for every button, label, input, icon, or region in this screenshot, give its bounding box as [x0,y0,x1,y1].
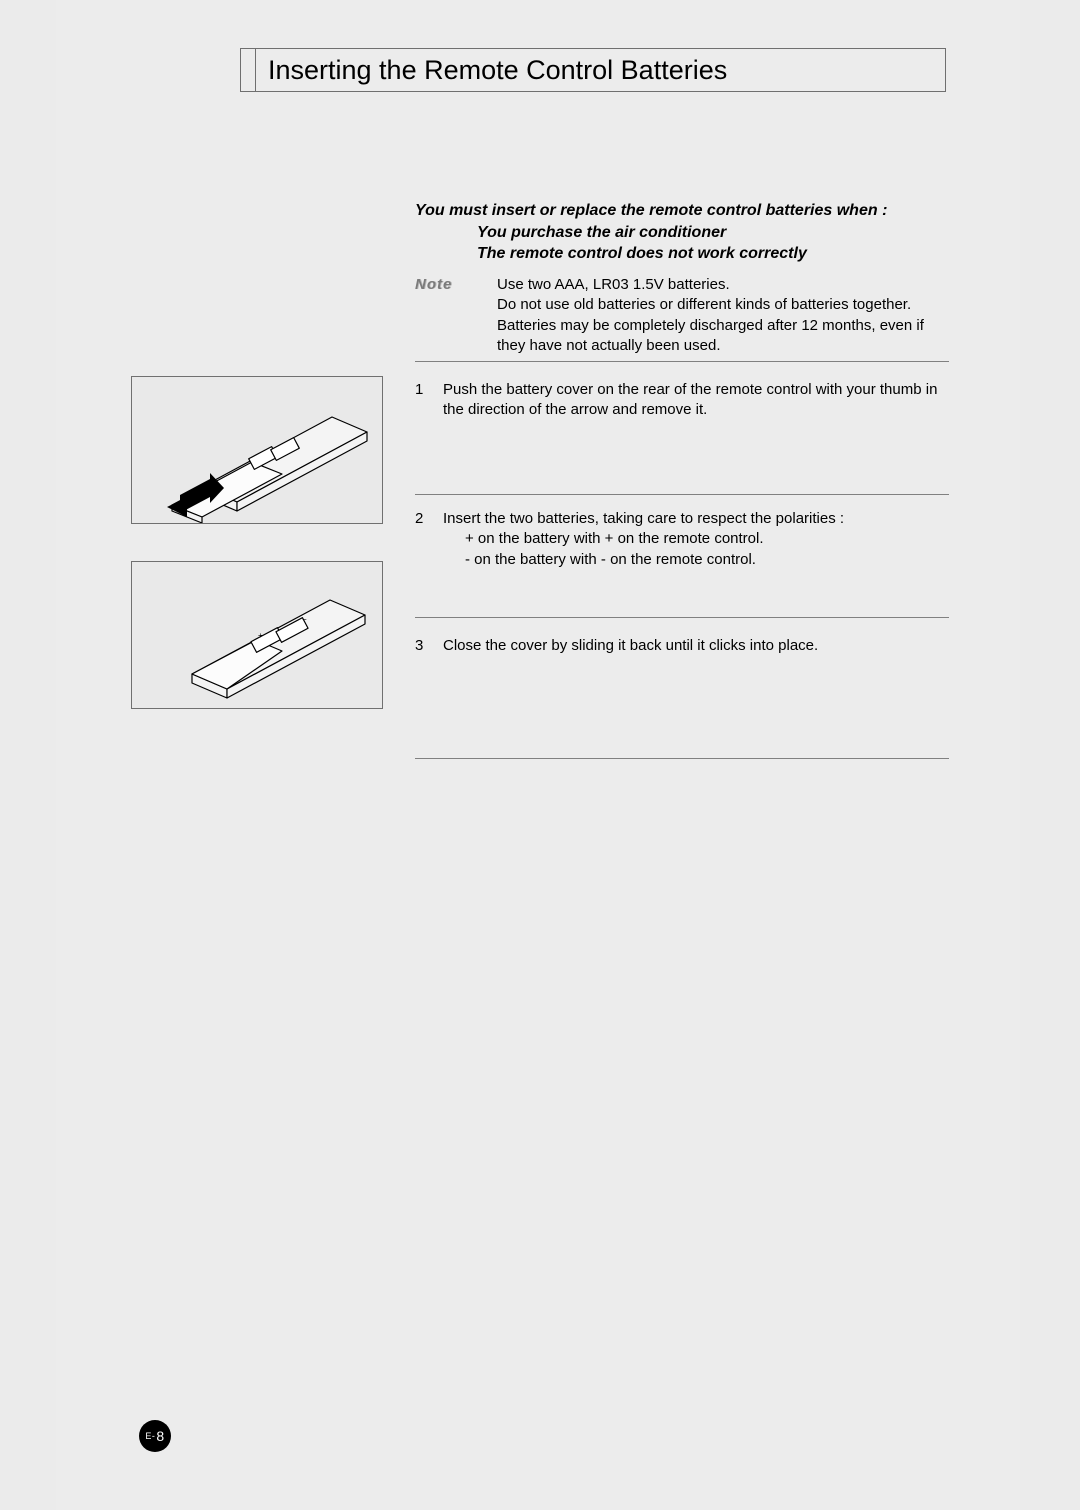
title-tab [241,49,256,91]
section-title: Inserting the Remote Control Batteries [256,55,727,86]
step2-sub1: + on the battery with + on the remote co… [443,529,949,549]
divider [415,361,949,362]
note-body: Use two AAA, LR03 1.5V batteries. Do not… [497,275,949,356]
page-number: 8 [156,1428,164,1444]
step2-main: Insert the two batteries, taking care to… [443,510,844,527]
divider [415,494,949,495]
divider [415,617,949,618]
step-text: Push the battery cover on the rear of th… [443,380,949,421]
svg-text:−: − [302,615,307,624]
step-2: 2 Insert the two batteries, taking care … [415,509,949,570]
svg-text:+: + [258,631,263,640]
step-number: 2 [415,509,443,570]
step-text: Insert the two batteries, taking care to… [443,509,949,570]
note-block: Note Use two AAA, LR03 1.5V batteries. D… [415,275,949,356]
illustration-remove-cover [131,376,383,524]
illustration-insert-batteries: + − [131,561,383,709]
divider [415,758,949,759]
step-number: 1 [415,380,443,421]
note-label: Note [415,275,497,356]
section-title-box: Inserting the Remote Control Batteries [240,48,946,92]
intro-sub1: You purchase the air conditioner [415,222,949,244]
note-line1: Use two AAA, LR03 1.5V batteries. [497,276,730,293]
intro-block: You must insert or replace the remote co… [415,200,949,265]
step-number: 3 [415,636,443,656]
intro-lead: You must insert or replace the remote co… [415,202,887,219]
page-number-badge: E-8 [139,1420,171,1452]
note-line3: Batteries may be completely discharged a… [497,317,924,354]
note-line2: Do not use old batteries or different ki… [497,296,911,313]
intro-sub2: The remote control does not work correct… [415,243,949,265]
step-3: 3 Close the cover by sliding it back unt… [415,636,949,656]
page-prefix: E- [145,1431,155,1441]
step-1: 1 Push the battery cover on the rear of … [415,380,949,421]
manual-page: Inserting the Remote Control Batteries Y… [56,0,1020,1510]
step-text: Close the cover by sliding it back until… [443,636,949,656]
step2-sub2: - on the battery with - on the remote co… [443,550,949,570]
